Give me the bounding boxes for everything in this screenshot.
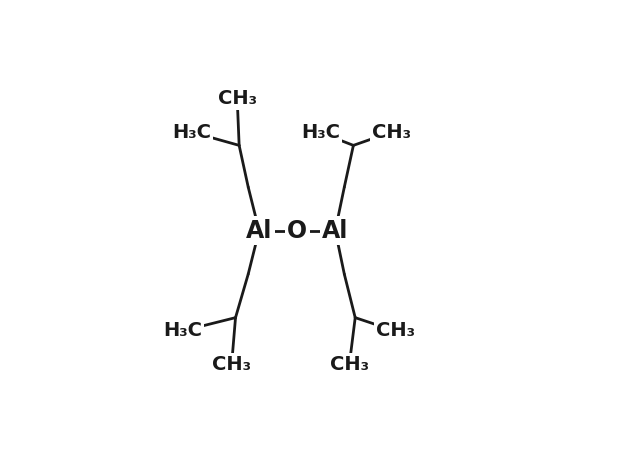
Text: CH₃: CH₃ (218, 89, 257, 108)
Text: H₃C: H₃C (163, 321, 202, 340)
Text: CH₃: CH₃ (330, 355, 369, 374)
Text: Al: Al (246, 219, 272, 243)
Text: CH₃: CH₃ (376, 321, 415, 340)
Text: Al: Al (322, 219, 348, 243)
Text: H₃C: H₃C (301, 123, 340, 142)
Text: O: O (287, 219, 307, 243)
Text: H₃C: H₃C (173, 123, 211, 142)
Text: CH₃: CH₃ (212, 355, 252, 374)
Text: CH₃: CH₃ (372, 123, 411, 142)
